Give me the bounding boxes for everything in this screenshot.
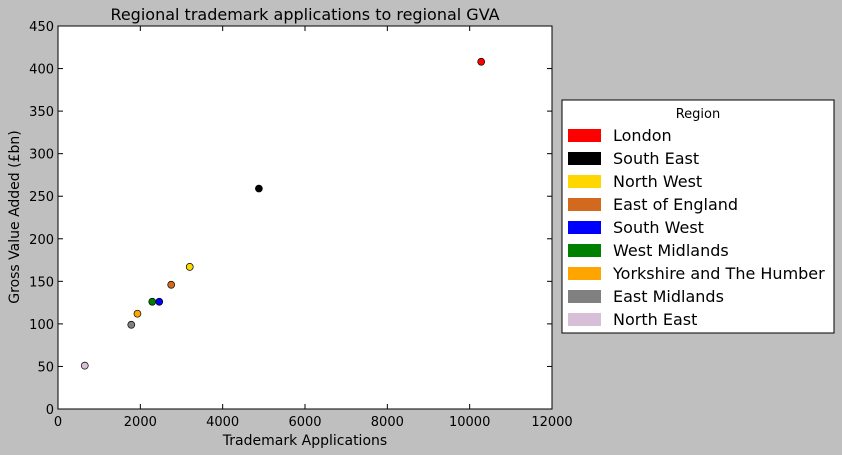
legend: Region London South East North West East of… [561, 99, 835, 334]
legend-swatch [568, 198, 601, 211]
legend-label: Yorkshire and The Humber [612, 264, 825, 283]
legend-swatch [568, 290, 601, 303]
legend-label: South West [613, 218, 704, 237]
legend-label: London [613, 126, 672, 145]
x-tick-label: 6000 [288, 415, 321, 430]
y-tick-label: 450 [29, 20, 54, 35]
x-tick-label: 12000 [531, 415, 572, 430]
y-tick-label: 350 [29, 105, 54, 120]
legend-box [561, 99, 835, 334]
data-point [255, 184, 263, 193]
data-point [155, 297, 164, 306]
data-point [167, 280, 176, 289]
legend-swatch [568, 175, 601, 188]
legend-title: Region [676, 107, 721, 122]
data-point [80, 361, 89, 370]
x-axis: 0 2000 4000 6000 8000 10000 12000 [54, 26, 573, 430]
legend-swatch [568, 221, 601, 234]
x-tick-label: 2000 [124, 415, 157, 430]
legend-swatch [568, 152, 601, 165]
legend-label: North East [613, 310, 697, 329]
y-tick-label: 250 [29, 190, 54, 205]
legend-swatch [568, 267, 601, 280]
y-tick-label: 200 [29, 233, 54, 248]
legend-label: West Midlands [613, 241, 729, 260]
legend-items: London South East North West East of Englan… [568, 126, 825, 329]
legend-label: South East [613, 149, 699, 168]
y-tick-label: 0 [46, 403, 54, 418]
legend-swatch [568, 313, 601, 326]
data-points [80, 57, 486, 370]
x-tick-label: 10000 [449, 415, 490, 430]
data-point [477, 57, 486, 66]
chart-title: Regional trademark applications to regio… [110, 5, 499, 24]
y-tick-label: 150 [29, 275, 54, 290]
y-axis-label: Gross Value Added (£bn) [7, 130, 23, 303]
data-point [133, 309, 142, 318]
x-tick-label: 4000 [206, 415, 239, 430]
y-tick-label: 300 [29, 148, 54, 163]
y-tick-label: 100 [29, 318, 54, 333]
x-tick-label: 0 [54, 415, 62, 430]
y-axis: 0 50 100 150 200 250 300 350 400 450 [29, 20, 552, 418]
data-point [185, 263, 194, 271]
legend-label: North West [613, 172, 702, 191]
data-point [127, 320, 136, 329]
legend-label: East Midlands [613, 287, 724, 306]
x-tick-label: 8000 [371, 415, 404, 430]
x-axis-label: Trademark Applications [222, 433, 387, 449]
y-tick-label: 400 [29, 63, 54, 78]
legend-label: East of England [613, 195, 738, 214]
y-tick-label: 50 [37, 360, 54, 375]
legend-swatch [568, 244, 601, 257]
plot-area [57, 25, 553, 410]
legend-swatch [568, 129, 601, 142]
data-point [148, 297, 157, 306]
